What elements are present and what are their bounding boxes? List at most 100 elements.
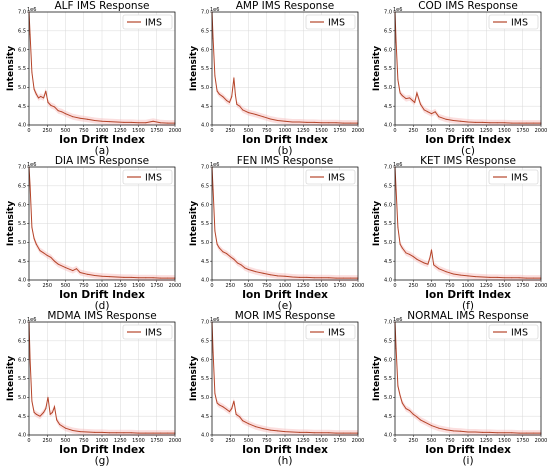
y-axis-label: Intensity	[189, 201, 199, 246]
data-point	[86, 273, 88, 275]
x-tick-label: 1250	[297, 438, 310, 444]
y-tick-label: 5.0	[384, 395, 392, 401]
data-point	[94, 431, 96, 433]
series-line	[28, 321, 175, 434]
panel-caption: (i)	[462, 455, 473, 466]
data-point	[49, 413, 51, 415]
y-tick-label: 5.0	[384, 240, 392, 246]
x-tick-label: 1000	[462, 128, 475, 134]
data-point	[504, 277, 505, 279]
y-exponent-label: 1e6	[210, 317, 219, 323]
data-point	[29, 185, 31, 187]
series-line	[28, 11, 175, 124]
data-point	[248, 268, 249, 270]
y-tick-label: 5.0	[18, 240, 26, 246]
data-point	[233, 77, 235, 79]
chart-title: MDMA IMS Response	[47, 310, 156, 322]
data-point	[31, 400, 33, 402]
data-point	[335, 277, 337, 279]
y-tick-label: 7.0	[18, 165, 26, 171]
x-tick-label: 500	[427, 438, 437, 444]
chart-panel: FEN IMS Response 0 250 500 750 1000 1250 1500 17…	[189, 155, 364, 312]
data-point	[239, 416, 241, 418]
data-point	[86, 431, 88, 433]
x-tick-label: 750	[262, 128, 272, 134]
panel-caption: (c)	[461, 145, 475, 157]
data-point	[445, 429, 447, 431]
x-tick-label: 1750	[150, 283, 163, 289]
y-tick-label: 6.0	[384, 357, 392, 363]
x-tick-label: 0	[27, 438, 30, 444]
x-tick-label: 250	[225, 438, 235, 444]
data-point	[423, 262, 425, 264]
x-tick-label: 500	[244, 283, 254, 289]
x-tick-label: 1250	[480, 438, 493, 444]
x-axis-label: Ion Drift Index	[242, 289, 328, 301]
x-tick-label: 750	[79, 283, 89, 289]
data-point	[123, 276, 125, 278]
plot-frame	[28, 166, 176, 281]
x-tick-label: 2000	[352, 283, 365, 289]
legend-label: IMS	[511, 173, 528, 184]
y-axis-label: Intensity	[372, 46, 382, 91]
data-point	[226, 408, 228, 410]
data-point	[518, 122, 520, 124]
x-tick-label: 1750	[516, 438, 529, 444]
y-tick-label: 4.5	[18, 104, 26, 110]
data-point	[47, 101, 49, 103]
chart-title: COD IMS Response	[418, 0, 518, 12]
y-tick-label: 4.0	[201, 123, 209, 129]
data-point	[321, 277, 322, 279]
x-tick-label: 250	[408, 128, 418, 134]
plot-frame	[28, 321, 176, 436]
x-tick-label: 1000	[96, 438, 109, 444]
data-point	[145, 277, 147, 279]
data-point	[306, 431, 308, 433]
data-point	[79, 271, 81, 273]
x-tick-label: 1750	[333, 283, 346, 289]
y-tick-label: 5.0	[18, 85, 26, 91]
data-point	[29, 34, 31, 36]
data-point	[54, 106, 56, 108]
data-point	[130, 121, 132, 123]
x-tick-label: 1500	[315, 128, 328, 134]
data-point	[222, 251, 224, 253]
panel-caption: (f)	[462, 300, 474, 312]
data-point	[35, 243, 37, 245]
data-point	[237, 262, 239, 264]
data-point	[218, 93, 220, 95]
x-axis-label: Ion Drift Index	[59, 134, 145, 146]
data-point	[504, 122, 505, 124]
data-point	[416, 416, 418, 418]
y-tick-label: 6.5	[201, 339, 209, 345]
x-tick-label: 250	[42, 128, 52, 134]
x-axis-label: Ion Drift Index	[242, 134, 328, 146]
data-point	[452, 273, 454, 275]
data-point	[525, 122, 527, 124]
data-point	[233, 400, 235, 402]
data-point	[277, 119, 279, 121]
panel-caption: (a)	[95, 145, 110, 157]
data-point	[216, 243, 218, 245]
y-tick-label: 7.0	[201, 165, 209, 171]
series-line	[211, 166, 358, 279]
chart-panel: DIA IMS Response 0 250 500 750 1000 1250 1500 17…	[6, 155, 181, 312]
y-tick-label: 7.0	[384, 165, 392, 171]
plot-frame	[394, 11, 542, 126]
legend-box	[122, 14, 173, 30]
data-point	[218, 404, 220, 406]
data-point	[31, 226, 33, 228]
data-point	[474, 276, 476, 278]
data-point	[145, 432, 147, 434]
data-point	[72, 429, 74, 431]
x-tick-label: 1750	[333, 128, 346, 134]
data-point	[427, 263, 429, 265]
x-tick-label: 750	[262, 438, 272, 444]
data-point	[123, 121, 125, 123]
plot-frame	[394, 166, 542, 281]
data-point	[43, 411, 45, 413]
data-point	[433, 264, 435, 266]
data-point	[412, 413, 414, 415]
y-tick-label: 7.0	[18, 320, 26, 326]
y-tick-label: 4.0	[18, 278, 26, 284]
